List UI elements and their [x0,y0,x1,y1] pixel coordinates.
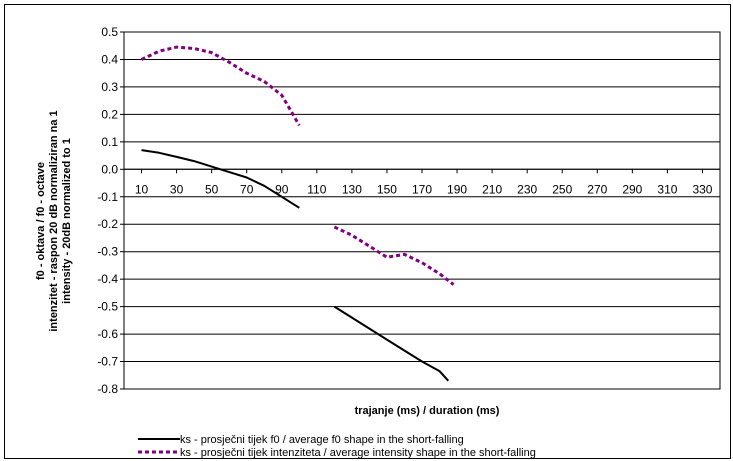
axes [120,31,721,390]
y-axis-title-line-1: f0 - oktava / f0 - octave [35,162,47,280]
y-axis-title-line-2: intenzitet - raspon 20 dB normaliziran n… [48,110,60,331]
series-intensity-line [333,225,455,286]
x-tick-label: 110 [307,182,326,196]
y-tick-label: -0.7 [97,355,118,369]
x-tick-label: 150 [377,182,397,196]
x-tick-labels: 10 30 50 70 90 110 130 150 170 190 210 230 250 270 290… [135,182,713,196]
x-tick-label: 270 [587,182,607,196]
x-tick-label: 230 [517,182,537,196]
legend: ks - prosječni tijek f0 / average f0 sha… [138,434,536,459]
y-tick-label: -0.8 [97,382,118,396]
x-tick-label: 310 [657,182,677,196]
x-tick-label: 210 [482,182,502,196]
y-axis-title-line-3: intensity - 20dB normalized to 1 [61,138,73,304]
y-tick-label: -0.4 [97,272,118,286]
y-tick-label: -0.2 [97,217,118,231]
x-tick-label: 250 [552,182,572,196]
series-intensity-line [140,45,301,127]
y-tick-label: 0.0 [101,162,118,176]
x-tick-label: 130 [342,182,362,196]
y-tick-label: -0.5 [97,300,118,314]
y-tick-labels: 0.5 0.4 0.3 0.2 0.1 0.0 -0.1 -0.2 -0.3 -0.4 -0.5 -0… [97,25,118,396]
y-tick-label: 0.5 [101,25,118,39]
plot-area-border [123,31,721,390]
y-tick-label: -0.1 [97,190,118,204]
x-tick-label: 10 [135,182,149,196]
grid-lines [124,31,720,390]
y-tick-label: 0.3 [101,80,118,94]
y-tick-label: 0.2 [101,107,118,121]
y-tick-label: -0.6 [97,327,118,341]
series-f0-line [333,305,450,382]
x-tick-label: 170 [412,182,432,196]
x-tick-label: 190 [447,182,467,196]
x-tick-label: 30 [170,182,184,196]
chart-frame [4,4,731,459]
y-axis-title: f0 - oktava / f0 - octave intenzitet - r… [35,110,73,331]
legend-label-f0: ks - prosječni tijek f0 / average f0 sha… [180,434,464,446]
legend-label-intensity: ks - prosječni tijek intenziteta / avera… [180,447,536,459]
x-axis-title: trajanje (ms) / duration (ms) [355,405,500,417]
y-tick-label: 0.4 [101,52,118,66]
x-tick-label: 330 [692,182,712,196]
x-tick-label: 90 [275,182,289,196]
x-tick-label: 70 [240,182,254,196]
series-lines [140,45,455,382]
y-tick-label: -0.3 [97,245,118,259]
x-tick-label: 50 [205,182,219,196]
y-tick-label: 0.1 [101,135,118,149]
series-f0-line [141,149,300,209]
x-tick-label: 290 [622,182,642,196]
